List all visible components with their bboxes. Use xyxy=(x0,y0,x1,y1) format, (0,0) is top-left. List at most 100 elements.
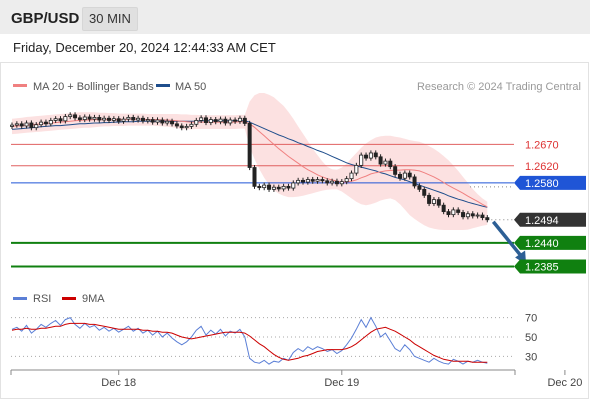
level-tag-text: 1.2580 xyxy=(525,178,559,190)
candle xyxy=(359,152,364,168)
candle xyxy=(87,114,92,122)
candle xyxy=(116,116,121,124)
candle xyxy=(412,174,417,189)
candle xyxy=(475,212,480,219)
candle xyxy=(9,122,14,129)
level-tag-1.2385: 1.2385 xyxy=(514,259,586,274)
candle xyxy=(451,207,456,218)
candle xyxy=(456,207,461,216)
candle xyxy=(281,183,286,192)
candle xyxy=(402,170,407,181)
candle xyxy=(68,112,73,120)
candle xyxy=(480,212,485,221)
candle xyxy=(257,183,262,191)
candle xyxy=(247,120,252,171)
candle xyxy=(53,116,58,123)
candle xyxy=(393,164,398,177)
x-tick-label: Dec 20 xyxy=(547,377,582,389)
header-bar: GBP/USD 30 MIN xyxy=(0,0,590,34)
candle xyxy=(223,116,228,126)
candle xyxy=(315,176,320,184)
candle xyxy=(397,171,402,181)
candle xyxy=(461,209,466,220)
candle xyxy=(431,197,436,207)
candle xyxy=(305,176,310,185)
ma20-legend-label: MA 20 + Bollinger Bands xyxy=(33,81,154,93)
candle xyxy=(470,211,475,219)
candle xyxy=(194,117,199,127)
candle xyxy=(436,197,441,208)
candle xyxy=(160,117,165,126)
candle xyxy=(228,117,233,126)
candle xyxy=(300,177,305,185)
candle xyxy=(354,162,359,176)
rsi-legend-label: RSI xyxy=(33,293,51,305)
candle xyxy=(155,117,160,125)
candle xyxy=(29,120,34,131)
rsi-legend-swatch xyxy=(13,297,27,300)
candle xyxy=(427,192,432,207)
projection-arrow-shaft xyxy=(491,220,525,260)
candle xyxy=(233,117,238,124)
candle xyxy=(383,158,388,167)
ma9-legend-swatch xyxy=(62,297,76,300)
candle xyxy=(276,184,281,192)
candle xyxy=(218,116,223,125)
candle xyxy=(271,184,276,192)
bollinger-band xyxy=(12,93,488,230)
candle xyxy=(485,215,490,223)
level-label-1.2620: 1.2620 xyxy=(525,161,559,173)
timeframe-badge[interactable]: 30 MIN xyxy=(82,7,138,31)
level-tag-text: 1.2494 xyxy=(525,215,559,227)
level-label-1.2670: 1.2670 xyxy=(525,139,559,151)
candle xyxy=(267,182,272,192)
candle xyxy=(107,115,112,123)
candle xyxy=(349,170,354,182)
rsi-line xyxy=(11,316,488,365)
ma50-legend-label: MA 50 xyxy=(175,81,206,93)
candle xyxy=(34,122,39,131)
candle xyxy=(213,116,218,125)
candle xyxy=(262,182,267,191)
candle xyxy=(63,113,68,124)
candle xyxy=(24,120,29,129)
rsi-9ma-line xyxy=(11,322,488,363)
candle xyxy=(39,119,44,128)
candle xyxy=(165,118,170,126)
candle xyxy=(48,117,53,127)
candle xyxy=(131,114,136,123)
candle xyxy=(102,115,107,123)
candle xyxy=(43,119,48,127)
ma50-legend-swatch xyxy=(156,84,170,87)
candle xyxy=(126,114,131,122)
candle xyxy=(339,179,344,187)
level-tag-text: 1.2440 xyxy=(525,238,559,250)
candle xyxy=(208,116,213,126)
candle xyxy=(334,178,339,187)
candle xyxy=(14,121,19,128)
candle xyxy=(378,154,383,167)
candle xyxy=(145,116,150,124)
candle xyxy=(92,114,97,122)
candle xyxy=(199,115,204,123)
candle xyxy=(330,178,335,186)
candle xyxy=(407,170,412,180)
candle xyxy=(310,176,315,184)
candle xyxy=(170,118,175,127)
rsi-tick-label: 30 xyxy=(525,351,537,363)
candle xyxy=(441,202,446,215)
candle xyxy=(296,177,301,186)
level-tag-text: 1.2385 xyxy=(525,261,559,273)
level-tag-1.2580: 1.2580 xyxy=(514,175,586,190)
candle xyxy=(252,164,257,189)
candle xyxy=(19,121,24,129)
candle xyxy=(184,123,189,131)
research-credit: Research © 2024 Trading Central xyxy=(417,81,581,93)
candle xyxy=(286,183,291,191)
candle xyxy=(58,116,63,124)
candle xyxy=(97,114,102,123)
chart-datetime: Friday, December 20, 2024 12:44:33 AM CE… xyxy=(13,40,276,55)
candle xyxy=(189,121,194,129)
candle xyxy=(422,186,427,198)
